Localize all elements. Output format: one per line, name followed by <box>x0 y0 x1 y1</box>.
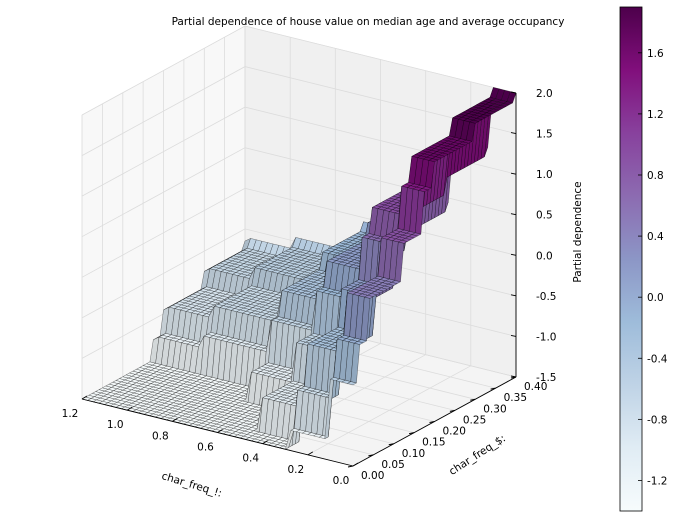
axes-ticks: 0.00.20.40.60.81.01.20.000.050.100.150.2… <box>62 88 557 487</box>
chart-title: Partial dependence of house value on med… <box>172 16 565 28</box>
z-gridline <box>81 187 517 278</box>
y-tick <box>490 387 496 390</box>
colorbar-tick-label: -0.8 <box>647 414 668 426</box>
colorbar: -1.2 -0.8 -0.4 0.0 0.4 0.8 1.2 1.6 <box>619 6 668 512</box>
z-tick-label: 2.0 <box>536 88 553 100</box>
y-tick-label: 0.40 <box>524 381 547 393</box>
y-tick-label: 0.10 <box>402 448 425 460</box>
colorbar-tick-label: 1.6 <box>647 48 664 60</box>
colorbar-tick-label: 0.0 <box>647 292 664 304</box>
z-tick-label: 0.0 <box>536 250 553 262</box>
z-gridline <box>81 25 517 116</box>
z-tick-label: -1.0 <box>536 331 557 343</box>
x-tick <box>172 417 178 422</box>
y-tick-label: 0.20 <box>443 426 466 438</box>
x-tick-label: 0.0 <box>333 475 350 487</box>
y-tick <box>429 421 435 423</box>
y-tick <box>368 454 374 457</box>
x-tick-label: 1.0 <box>107 419 124 431</box>
surface-facet <box>346 381 357 386</box>
z-tick-label: 1.0 <box>536 169 553 181</box>
colorbar-tick-label: 0.4 <box>647 231 664 243</box>
x-tick-label: 0.8 <box>152 430 169 442</box>
y-tick-label: 0.35 <box>504 392 527 404</box>
z-tick-label: -0.5 <box>536 291 557 303</box>
colorbar-tick-label: -1.2 <box>647 475 668 487</box>
z-tick <box>510 132 517 135</box>
z-tick <box>510 375 517 378</box>
z-tick <box>510 253 517 256</box>
x-tick <box>307 451 314 456</box>
y-tick <box>449 409 455 412</box>
z-gridline <box>81 66 517 156</box>
colorbar-tick-label: 0.8 <box>647 170 664 182</box>
x-tick-label: 0.2 <box>287 464 304 476</box>
z-tick-label: 0.5 <box>536 210 553 222</box>
z-tick <box>510 334 517 337</box>
colorbar-ticks: -1.2 -0.8 -0.4 0.0 0.4 0.8 1.2 1.6 <box>638 48 668 487</box>
y-tick <box>470 398 476 401</box>
y-tick <box>347 465 354 468</box>
z-tick-label: -1.5 <box>536 372 557 384</box>
z-tick-label: 1.5 <box>536 129 553 141</box>
y-tick <box>409 432 415 435</box>
z-gridline <box>81 228 517 319</box>
x-tick-label: 0.4 <box>242 453 259 465</box>
y-tick-label: 0.25 <box>463 414 486 426</box>
x-axis-label: char_freq_!: <box>160 470 223 500</box>
z-tick <box>510 91 517 94</box>
x-tick <box>81 395 88 400</box>
y-axis-label: char_freq_$: <box>447 432 508 477</box>
y-tick-label: 0.05 <box>381 459 404 471</box>
x-tick <box>352 462 359 467</box>
colorbar-tick-label: 1.2 <box>647 109 664 121</box>
z-tick <box>510 294 517 297</box>
z-tick <box>510 172 517 175</box>
colorbar-gradient <box>619 6 643 512</box>
colorbar-tick-label: -0.4 <box>647 353 668 365</box>
x-tick-label: 1.2 <box>62 408 79 420</box>
x-tick <box>262 440 268 445</box>
z-tick <box>510 213 517 216</box>
y-tick <box>388 443 394 446</box>
x-tick <box>217 429 223 433</box>
y-tick-label: 0.00 <box>361 470 384 482</box>
x-tick-label: 0.6 <box>197 442 214 454</box>
y-tick-label: 0.15 <box>422 437 445 449</box>
z-axis-label: Partial dependence <box>572 181 584 282</box>
y-tick-label: 0.30 <box>483 403 506 415</box>
x-tick <box>126 406 133 411</box>
surface-plot <box>81 87 517 450</box>
